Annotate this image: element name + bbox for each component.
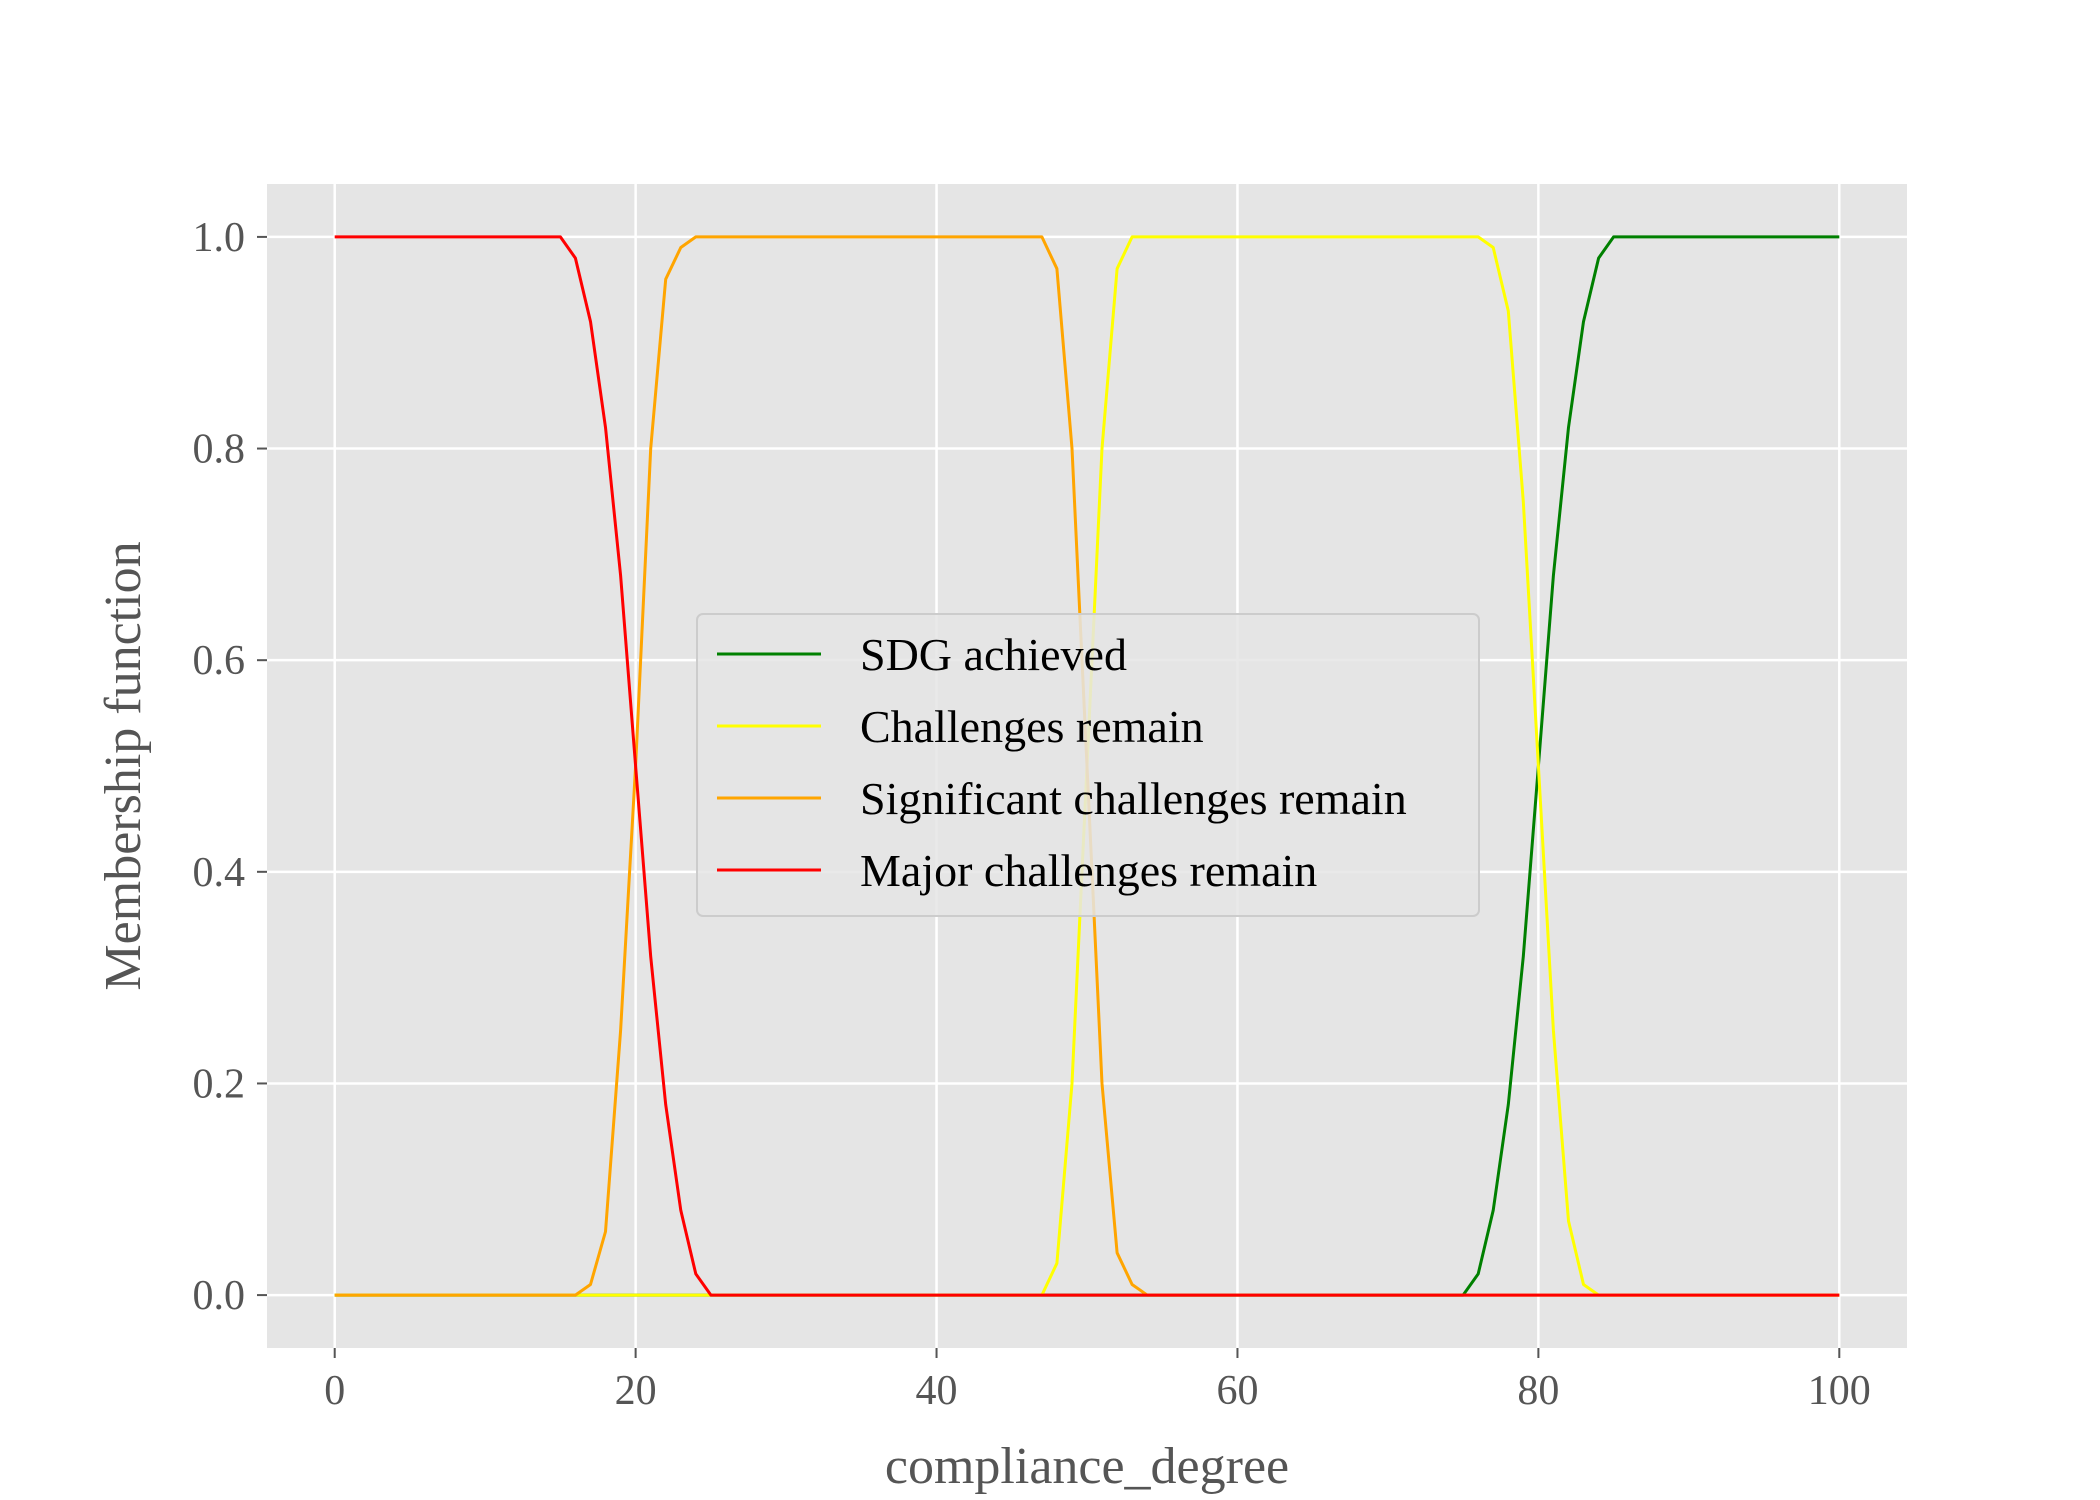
x-tick-label: 100 xyxy=(1808,1368,1871,1414)
x-tick-label: 40 xyxy=(916,1368,958,1414)
series-line-2 xyxy=(334,235,1840,1297)
x-tick-label: 20 xyxy=(615,1368,657,1414)
y-tick-label: 0.0 xyxy=(193,1273,246,1319)
legend-box xyxy=(696,613,1480,917)
x-tick-label: 0 xyxy=(324,1368,345,1414)
legend-label: SDG achieved xyxy=(860,629,1127,680)
y-tick-label: 0.8 xyxy=(193,427,246,473)
x-tick-label: 80 xyxy=(1517,1368,1559,1414)
series-line-3 xyxy=(334,235,1840,1297)
y-tick-label: 0.6 xyxy=(193,638,246,684)
legend-label: Significant challenges remain xyxy=(860,773,1407,824)
x-tick-label: 60 xyxy=(1216,1368,1258,1414)
y-axis-ticks: 0.0 0.2 0.4 0.6 0.8 1.0 xyxy=(193,215,267,1319)
series-line-1 xyxy=(334,235,1840,1297)
legend-label: Major challenges remain xyxy=(860,845,1317,896)
y-tick-label: 0.2 xyxy=(193,1061,246,1107)
x-axis-label: compliance_degree xyxy=(885,1438,1289,1495)
legend: SDG achieved Challenges remain Significant… xyxy=(696,613,1480,917)
x-axis-ticks: 0 20 40 60 80 100 xyxy=(324,1348,1871,1414)
y-axis-label: Membership function xyxy=(95,541,152,990)
y-tick-label: 1.0 xyxy=(193,215,246,261)
y-tick-label: 0.4 xyxy=(193,850,246,896)
series-lines xyxy=(334,235,1840,1297)
legend-label: Challenges remain xyxy=(860,701,1204,752)
